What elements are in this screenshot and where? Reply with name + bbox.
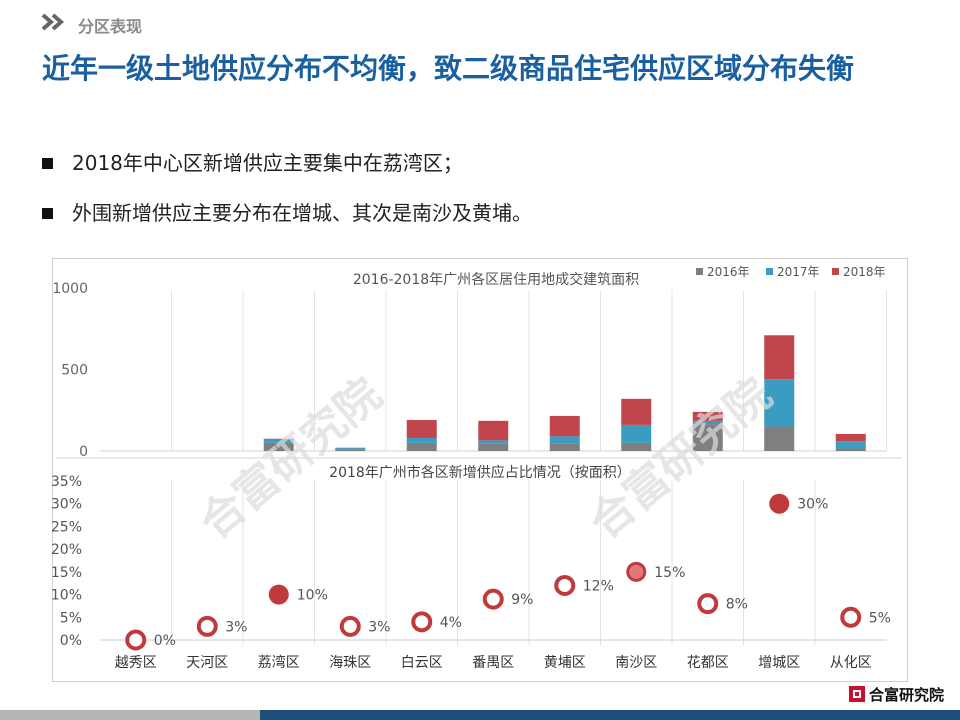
data-point (196, 615, 218, 637)
data-point (697, 593, 719, 615)
x-tick-label: 海珠区 (329, 655, 371, 671)
data-point (482, 588, 504, 610)
y-tick-label: 0% (60, 633, 82, 649)
bar-segment-2018年 (549, 415, 580, 437)
y-tick-label: 500 (61, 363, 88, 379)
bar-segment-2016年 (335, 449, 366, 451)
y-tick-label: 5% (60, 610, 82, 626)
bar-segment-2016年 (406, 442, 437, 451)
brand-logo: 合富研究院 (848, 684, 944, 704)
bar-segment-2018年 (764, 335, 795, 380)
data-label: 15% (654, 565, 685, 581)
bar-segment-2017年 (835, 441, 866, 449)
data-point (769, 493, 790, 514)
data-point (125, 629, 147, 651)
x-tick-label: 番禺区 (472, 655, 514, 671)
y-tick-label: 15% (51, 565, 82, 581)
bullet-square-icon (42, 208, 53, 219)
bullet-text: 2018年中心区新增供应主要集中在荔湾区； (72, 151, 463, 175)
x-tick-label: 越秀区 (115, 655, 157, 671)
data-label: 3% (368, 619, 390, 635)
bullet-item: 外围新增供应主要分布在增城、其次是南沙及黄埔。 (42, 198, 902, 248)
data-label: 0% (154, 633, 176, 649)
data-point (411, 611, 433, 633)
legend-swatch (832, 268, 839, 275)
legend-swatch (696, 268, 703, 275)
y-tick-label: 1000 (52, 281, 88, 297)
data-point (268, 584, 289, 605)
x-tick-label: 增城区 (758, 655, 800, 671)
data-label: 12% (583, 578, 614, 594)
data-label: 9% (511, 592, 533, 608)
section-label: 分区表现 (78, 17, 143, 36)
data-label: 30% (797, 497, 828, 513)
bar-segment-2018年 (835, 433, 866, 442)
y-tick-label: 30% (51, 497, 82, 513)
y-tick-label: 35% (51, 474, 82, 490)
bar-segment-2017年 (549, 436, 580, 444)
bar-segment-2018年 (478, 420, 509, 441)
bar-segment-2018年 (406, 420, 437, 438)
y-tick-label: 10% (51, 588, 82, 604)
y-tick-label: 0 (79, 444, 88, 460)
bar-segment-2016年 (692, 424, 723, 451)
bar-segment-2016年 (764, 426, 795, 451)
bottom-decor-bar (0, 710, 960, 720)
bar-segment-2017年 (263, 439, 294, 443)
bar-segment-2016年 (263, 442, 294, 451)
data-label: 3% (225, 619, 247, 635)
watermark-text: 合富研究院 (190, 369, 391, 549)
data-label: 8% (726, 597, 748, 613)
legend-label: 2016年 (707, 265, 750, 279)
bullet-square-icon (42, 158, 53, 169)
x-tick-label: 南沙区 (615, 655, 657, 671)
legend-label: 2017年 (777, 265, 820, 279)
bar-segment-2018年 (692, 411, 723, 421)
bullet-item: 2018年中心区新增供应主要集中在荔湾区； (42, 148, 902, 198)
bar-segment-2016年 (621, 442, 652, 451)
bar-segment-2017年 (335, 448, 366, 450)
x-tick-label: 白云区 (401, 655, 443, 671)
data-point (339, 615, 361, 637)
double-chevron-right-icon (41, 13, 65, 31)
bar-segment-2017年 (406, 437, 437, 443)
bar-segment-2017年 (621, 424, 652, 443)
bottom-bar-blue (260, 710, 960, 720)
legend-label: 2018年 (843, 265, 886, 279)
bullet-text: 外围新增供应主要分布在增城、其次是南沙及黄埔。 (72, 201, 532, 225)
y-tick-label: 20% (51, 542, 82, 558)
data-label: 5% (869, 610, 891, 626)
bar-segment-2016年 (549, 443, 580, 451)
bar-segment-2017年 (692, 420, 723, 425)
y-tick-label: 25% (51, 519, 82, 535)
logo-text: 合富研究院 (868, 685, 944, 704)
x-tick-label: 天河区 (186, 655, 228, 671)
bar-segment-2018年 (263, 438, 294, 440)
x-tick-label: 花都区 (687, 655, 729, 671)
top-chart-title: 2016-2018年广州各区居住用地成交建筑面积 (353, 271, 639, 288)
logo-mark-icon (848, 686, 865, 702)
data-point (840, 606, 862, 628)
bar-segment-2016年 (835, 448, 866, 451)
bullet-list: 2018年中心区新增供应主要集中在荔湾区； 外围新增供应主要分布在增城、其次是南… (42, 148, 902, 248)
x-tick-label: 荔湾区 (258, 654, 300, 671)
bottom-chart-title: 2018年广州市各区新增供应占比情况（按面积） (329, 464, 631, 481)
data-label: 4% (440, 615, 462, 631)
bar-segment-2016年 (478, 443, 509, 451)
legend-swatch (766, 268, 773, 275)
x-tick-label: 从化区 (830, 655, 872, 671)
chart-frame (52, 258, 908, 682)
x-tick-label: 黄埔区 (544, 654, 586, 671)
section-header: 分区表现 (0, 0, 960, 46)
data-label: 10% (297, 588, 328, 604)
watermark-text: 合富研究院 (580, 369, 781, 549)
bar-segment-2018年 (621, 398, 652, 425)
data-point (626, 561, 647, 582)
bar-segment-2017年 (478, 440, 509, 444)
page-title: 近年一级土地供应分布不均衡，致二级商品住宅供应区域分布失衡 (42, 52, 855, 85)
bar-segment-2017年 (764, 379, 795, 427)
bottom-bar-grey (0, 710, 260, 720)
data-point (554, 574, 576, 596)
